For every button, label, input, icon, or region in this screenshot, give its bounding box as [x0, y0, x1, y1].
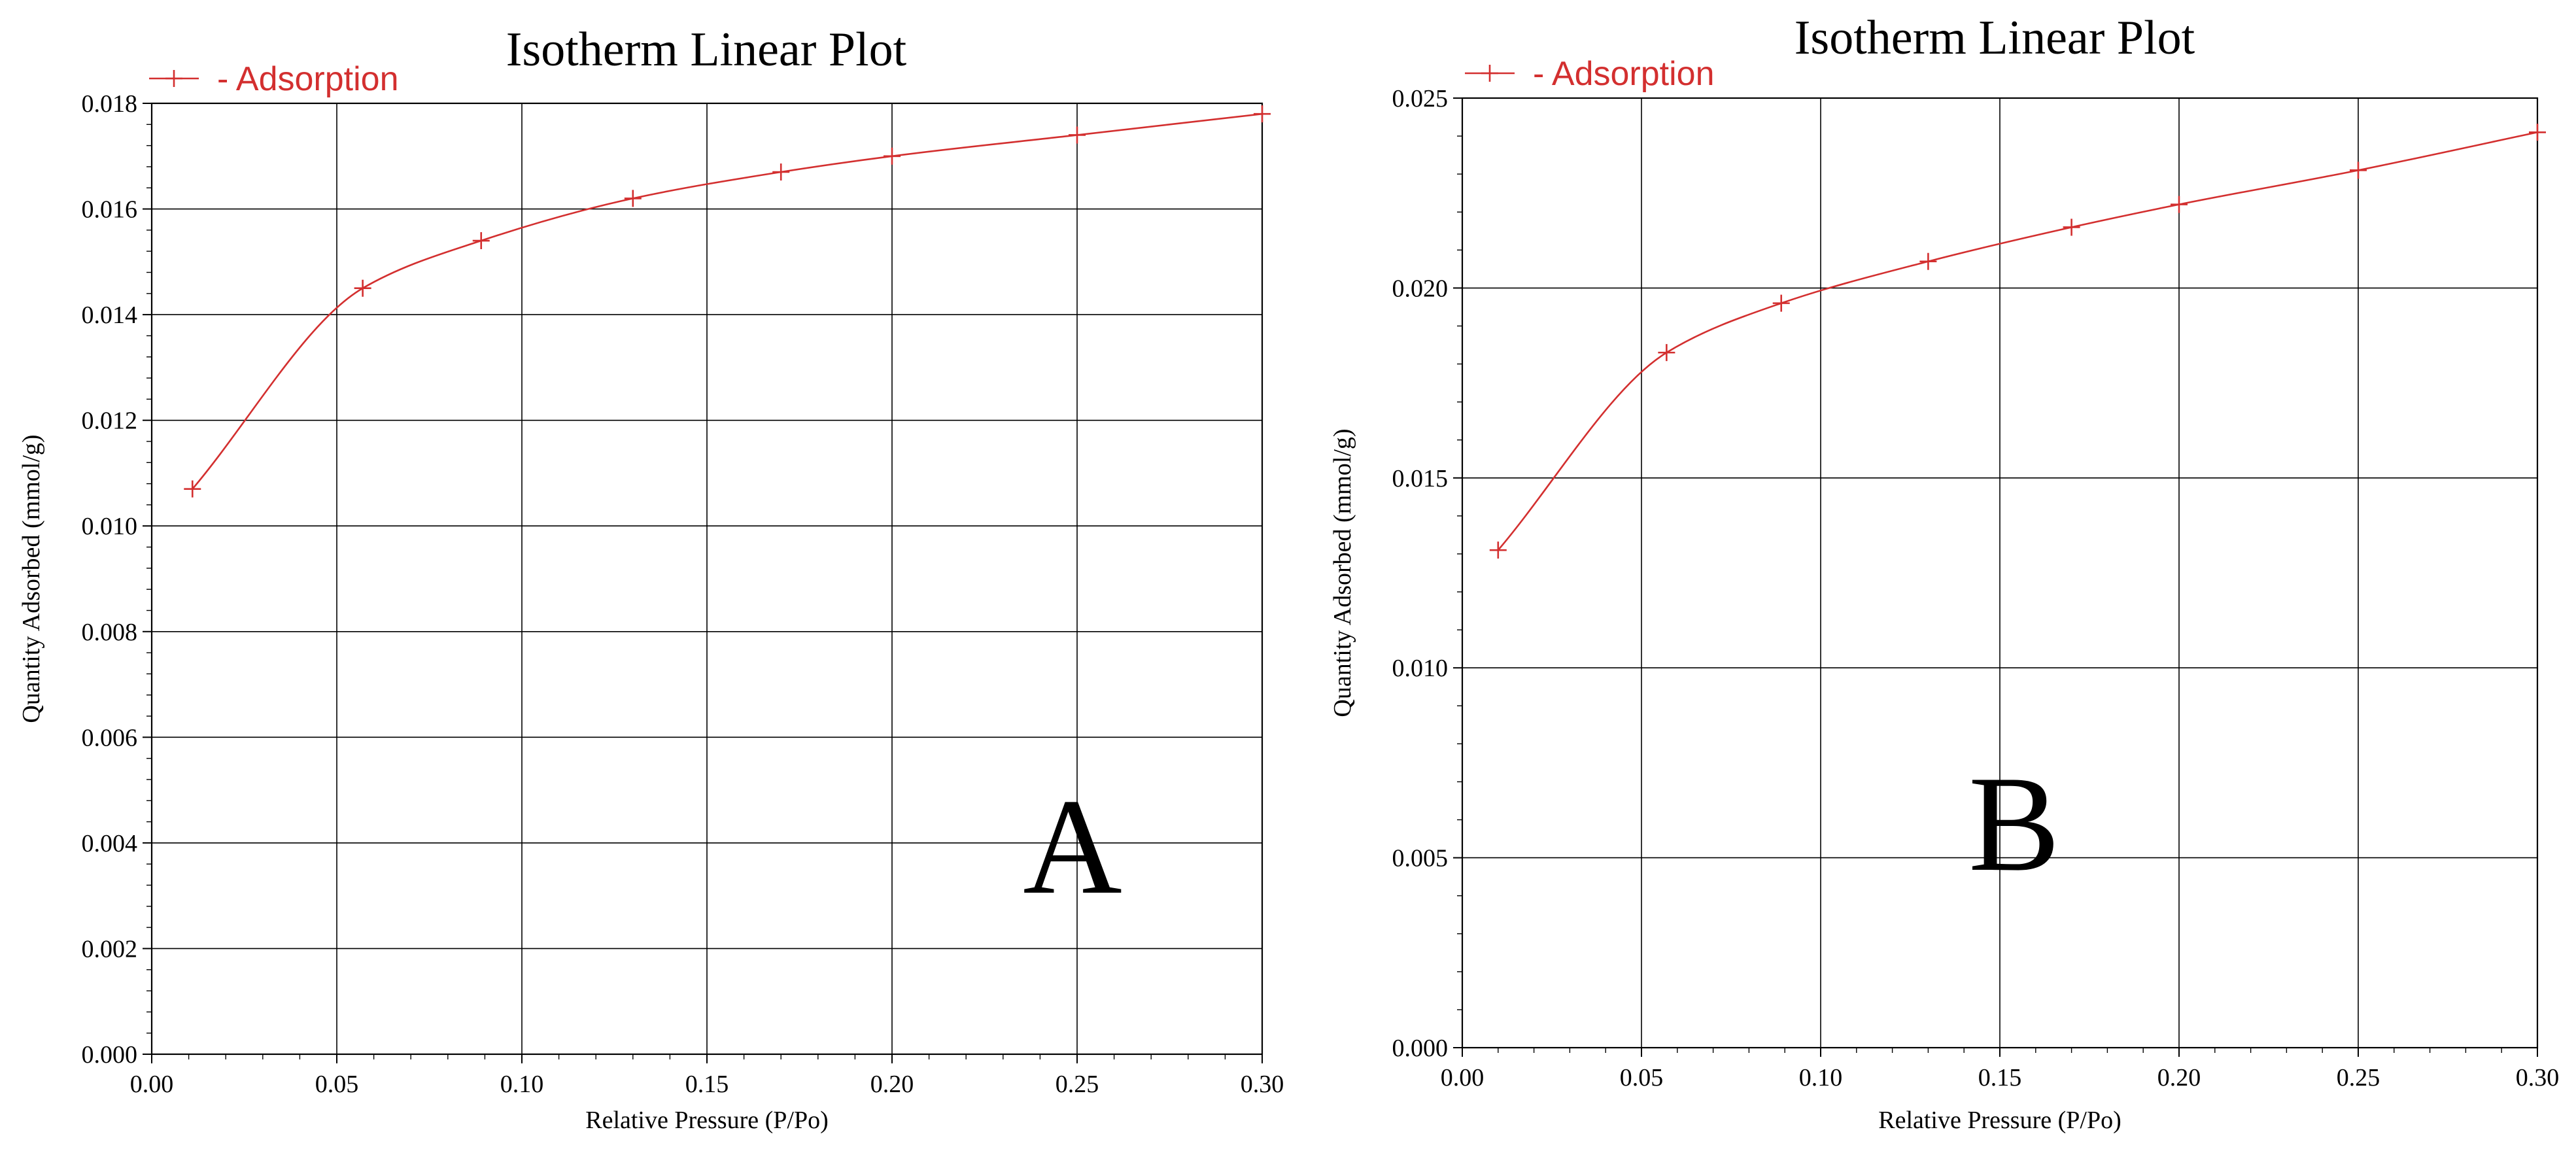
panel-a-data-point-plus-marker — [184, 480, 201, 498]
panel-a-panel-letter: A — [1023, 771, 1122, 923]
panel-b-x-tick-label: 0.25 — [2337, 1064, 2380, 1091]
panel-b-x-tick-label: 0.05 — [1620, 1064, 1664, 1091]
panel-a-y-axis-label: Quantity Adsorbed (mmol/g) — [18, 434, 45, 723]
panel-a-y-tick-label: 0.008 — [82, 619, 138, 646]
panel-a-y-tick-label: 0.016 — [82, 196, 138, 224]
panel-a-data-point-plus-marker — [772, 163, 790, 181]
panel-b-y-tick-label: 0.020 — [1392, 275, 1449, 302]
panel-a-y-tick-label: 0.004 — [82, 830, 138, 857]
panel-b-data-point-plus-marker — [1489, 541, 1507, 559]
panel-a-data-point-plus-marker — [354, 279, 371, 297]
panel-b-x-tick-label: 0.10 — [1799, 1064, 1843, 1091]
panel-a-data-point-plus-marker — [472, 232, 490, 250]
panel-a-x-tick-label: 0.00 — [130, 1071, 174, 1098]
panel-a-x-tick-label: 0.20 — [870, 1071, 914, 1098]
panel-b-y-tick-label: 0.015 — [1392, 465, 1449, 492]
panel-a-y-tick-label: 0.000 — [82, 1041, 138, 1069]
panel-a-legend-label: - Adsorption — [217, 60, 399, 98]
panel-b-legend-plus-marker — [1481, 65, 1498, 82]
panel-a-data-point-plus-marker — [1254, 105, 1271, 123]
panel-b-data-point-plus-marker — [1919, 252, 1937, 270]
panel-b-y-tick-label: 0.010 — [1392, 655, 1449, 682]
panel-b-y-tick-label: 0.000 — [1392, 1035, 1449, 1062]
panel-b-x-tick-label: 0.20 — [2157, 1064, 2201, 1091]
panel-b-data-point-plus-marker — [2529, 124, 2546, 141]
panel-a-data-point-plus-marker — [884, 147, 901, 165]
panel-b-data-point-plus-marker — [2171, 196, 2188, 213]
panel-b-y-tick-label: 0.005 — [1392, 845, 1449, 872]
panel-a-x-axis-label: Relative Pressure (P/Po) — [585, 1107, 829, 1134]
panel-a-x-tick-label: 0.25 — [1056, 1071, 1099, 1098]
panel-a-chart-title: Isotherm Linear Plot — [506, 23, 907, 77]
panel-b-data-point-plus-marker — [1658, 344, 1675, 362]
panel-a-y-tick-label: 0.006 — [82, 724, 138, 751]
panel-a-y-tick-label: 0.010 — [82, 513, 138, 540]
panel-b-x-tick-label: 0.30 — [2516, 1064, 2560, 1091]
panel-b-x-tick-label: 0.15 — [1978, 1064, 2022, 1091]
panel-a-plot-frame — [150, 102, 1263, 1056]
panel-b-x-tick-label: 0.00 — [1441, 1064, 1485, 1091]
panel-a-y-tick-label: 0.014 — [82, 301, 138, 329]
panel-b-chart-title: Isotherm Linear Plot — [1795, 11, 2195, 65]
panel-b-data-point-plus-marker — [1772, 294, 1790, 312]
panel-b-legend-label: - Adsorption — [1533, 55, 1715, 93]
panel-b-data-point-plus-marker — [2063, 218, 2080, 236]
panel-b-x-axis-label: Relative Pressure (P/Po) — [1878, 1107, 2121, 1134]
panel-a-data-point-plus-marker — [624, 190, 642, 207]
panel-a-y-tick-label: 0.012 — [82, 407, 138, 435]
panel-a-x-tick-label: 0.30 — [1241, 1071, 1284, 1098]
panel-b-data-point-plus-marker — [2350, 162, 2367, 179]
panel-a-x-tick-label: 0.15 — [685, 1071, 729, 1098]
panel-b-y-tick-label: 0.025 — [1392, 85, 1449, 112]
panel-a-adsorption-line — [192, 112, 1263, 490]
panel-b-adsorption-line — [1497, 131, 2538, 551]
panel-a-x-tick-label: 0.05 — [315, 1071, 359, 1098]
panel-a-legend-plus-marker — [165, 70, 182, 87]
panel-a-x-tick-label: 0.10 — [500, 1071, 544, 1098]
panel-b-y-axis-label: Quantity Adsorbed (mmol/g) — [1329, 428, 1356, 717]
panel-a-y-tick-label: 0.002 — [82, 935, 138, 963]
panel-a-y-tick-label: 0.018 — [82, 90, 138, 118]
panel-b-plot-frame — [1461, 97, 2539, 1049]
panel-b-panel-letter: B — [1968, 748, 2060, 900]
panel-a-data-point-plus-marker — [1069, 126, 1086, 144]
